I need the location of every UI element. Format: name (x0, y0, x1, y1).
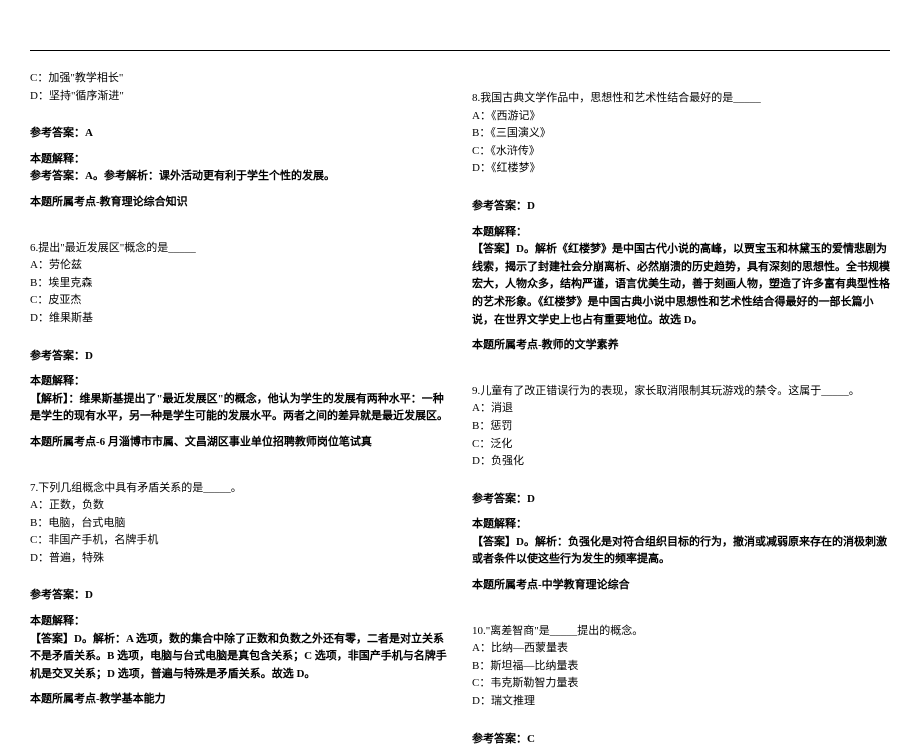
right-column: 8.我国古典文学作品中，思想性和艺术性结合最好的是_____ A：《西游记》 B… (472, 70, 890, 631)
q5-point: 本题所属考点-教育理论综合知识 (30, 194, 448, 212)
q9-option-d: D：负强化 (472, 453, 890, 471)
q8-option-b: B：《三国演义》 (472, 125, 890, 143)
q8-answer: 参考答案：D (472, 198, 890, 216)
q6-stem: 6.提出"最近发展区"概念的是_____ (30, 240, 448, 258)
q10-option-b: B：斯坦福—比纳量表 (472, 658, 890, 676)
horizontal-rule (30, 50, 890, 51)
q6-option-b: B：埃里克森 (30, 275, 448, 293)
q8-explain-text: 【答案】D。解析《红楼梦》是中国古代小说的高峰，以贾宝玉和林黛玉的爱情悲剧为线索… (472, 241, 890, 329)
q6-explain-text: 【解析】：维果斯基提出了"最近发展区"的概念，他认为学生的发展有两种水平：一种是… (30, 391, 448, 426)
q10-option-d: D：瑞文推理 (472, 693, 890, 711)
q9-answer: 参考答案：D (472, 491, 890, 509)
q6-point: 本题所属考点-6 月淄博市市属、文昌湖区事业单位招聘教师岗位笔试真 (30, 434, 448, 452)
q6-option-d: D：维果斯基 (30, 310, 448, 328)
q8-option-d: D：《红楼梦》 (472, 160, 890, 178)
q8-explain-label: 本题解释： (472, 224, 890, 242)
q6-option-a: A：劳伦兹 (30, 257, 448, 275)
q9-option-b: B：惩罚 (472, 418, 890, 436)
left-column: C：加强"教学相长" D：坚持"循序渐进" 参考答案：A 本题解释： 参考答案：… (30, 70, 448, 631)
q7-explain-text: 【答案】D。解析：A 选项，数的集合中除了正数和负数之外还有零，二者是对立关系不… (30, 631, 448, 684)
two-column-layout: C：加强"教学相长" D：坚持"循序渐进" 参考答案：A 本题解释： 参考答案：… (30, 70, 890, 631)
q10-option-c: C：韦克斯勒智力量表 (472, 675, 890, 693)
q7-point: 本题所属考点-教学基本能力 (30, 691, 448, 709)
q9-point: 本题所属考点-中学教育理论综合 (472, 577, 890, 595)
q5-option-d: D：坚持"循序渐进" (30, 88, 448, 106)
q6-option-c: C：皮亚杰 (30, 292, 448, 310)
q6-explain-label: 本题解释： (30, 373, 448, 391)
q8-option-a: A：《西游记》 (472, 108, 890, 126)
q5-explain-text: 参考答案：A。参考解析：课外活动更有利于学生个性的发展。 (30, 168, 448, 186)
q9-explain-label: 本题解释： (472, 516, 890, 534)
q10-stem: 10."离差智商"是_____提出的概念。 (472, 623, 890, 641)
q7-option-d: D：普遍，特殊 (30, 550, 448, 568)
q5-explain-label: 本题解释： (30, 151, 448, 169)
q8-option-c: C：《水浒传》 (472, 143, 890, 161)
q9-stem: 9.儿童有了改正错误行为的表现，家长取消限制其玩游戏的禁令。这属于_____。 (472, 383, 890, 401)
q10-option-a: A：比纳—西蒙量表 (472, 640, 890, 658)
q7-option-a: A：正数，负数 (30, 497, 448, 515)
q5-option-c: C：加强"教学相长" (30, 70, 448, 88)
q7-option-b: B：电脑，台式电脑 (30, 515, 448, 533)
q9-option-a: A：消退 (472, 400, 890, 418)
q7-stem: 7.下列几组概念中具有矛盾关系的是_____。 (30, 480, 448, 498)
q9-explain-text: 【答案】D。解析：负强化是对符合组织目标的行为，撤消或减弱原来存在的消极刺激或者… (472, 534, 890, 569)
q7-answer: 参考答案：D (30, 587, 448, 605)
q7-option-c: C：非国产手机，名牌手机 (30, 532, 448, 550)
q7-explain-label: 本题解释： (30, 613, 448, 631)
q10-answer: 参考答案：C (472, 731, 890, 748)
q6-answer: 参考答案：D (30, 348, 448, 366)
q5-answer: 参考答案：A (30, 125, 448, 143)
q8-stem: 8.我国古典文学作品中，思想性和艺术性结合最好的是_____ (472, 90, 890, 108)
q8-point: 本题所属考点-教师的文学素养 (472, 337, 890, 355)
q9-option-c: C：泛化 (472, 436, 890, 454)
